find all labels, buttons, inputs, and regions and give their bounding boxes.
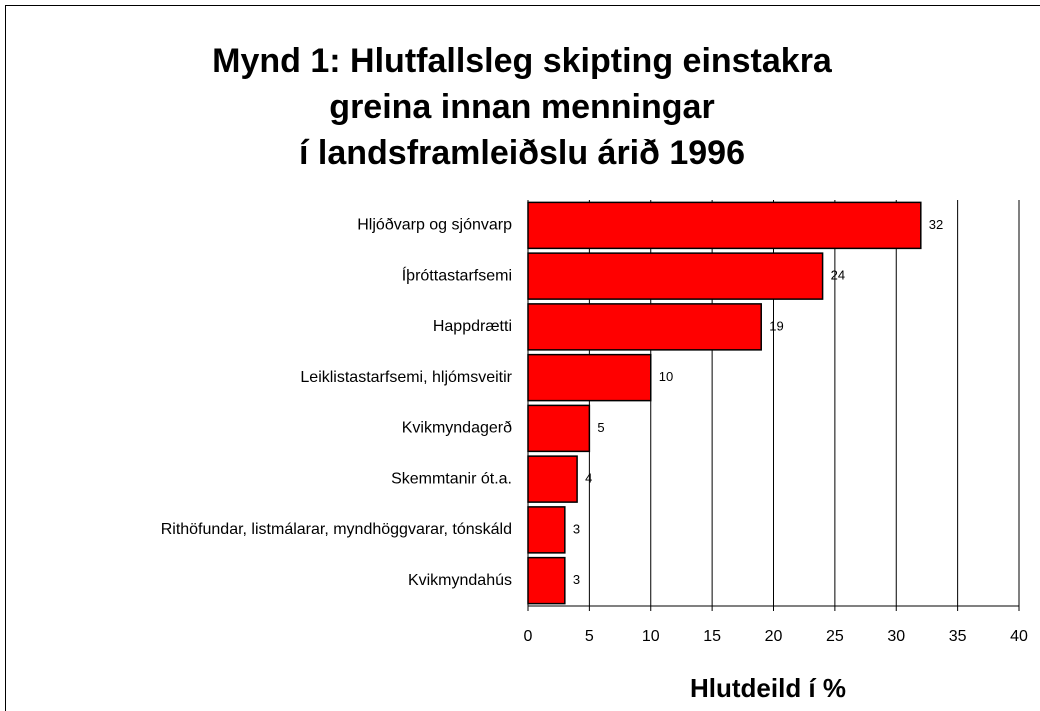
data-label: 4 — [585, 471, 592, 486]
x-tick-label: 5 — [585, 628, 594, 645]
x-tick-label: 15 — [703, 628, 721, 645]
y-tick-label: Kvikmyndagerð — [402, 420, 512, 437]
bar — [527, 201, 922, 250]
bar — [527, 353, 652, 402]
data-label: 24 — [831, 268, 845, 283]
y-tick-label: Kvikmyndahús — [408, 572, 512, 589]
y-tick-label: Leiklistastarfsemi, hljómsveitir — [300, 369, 512, 386]
bar — [527, 252, 824, 300]
x-tick-label: 30 — [887, 628, 905, 645]
bar — [527, 455, 578, 503]
x-tick-label: 35 — [949, 628, 967, 645]
y-tick-label: Happdrætti — [433, 318, 512, 335]
data-label: 3 — [573, 521, 580, 536]
x-tick-label: 40 — [1010, 628, 1028, 645]
chart-frame — [5, 5, 1040, 711]
data-label: 5 — [597, 420, 604, 435]
y-tick-label: Rithöfundar, listmálarar, myndhöggvarar,… — [161, 521, 512, 538]
data-label: 3 — [573, 572, 580, 587]
x-tick-label: 20 — [765, 628, 783, 645]
x-tick-label: 0 — [524, 628, 533, 645]
data-label: 19 — [769, 318, 783, 333]
bar — [527, 556, 566, 605]
x-tick-label: 25 — [826, 628, 844, 645]
bar — [527, 303, 762, 351]
data-label: 32 — [929, 217, 943, 232]
y-tick-label: Skemmtanir ót.a. — [391, 470, 512, 487]
bar — [527, 404, 591, 453]
chart-title: í landsframleiðslu árið 1996 — [299, 134, 745, 172]
chart-title: greina innan menningar — [329, 88, 714, 126]
bar — [527, 506, 566, 554]
x-tick-label: 10 — [642, 628, 660, 645]
y-tick-label: Hljóðvarp og sjónvarp — [357, 217, 512, 234]
x-axis-label: Hlutdeild í % — [690, 673, 846, 703]
chart-title: Mynd 1: Hlutfallsleg skipting einstakra — [212, 42, 833, 80]
data-label: 10 — [659, 369, 673, 384]
y-tick-label: Íþróttastarfsemi — [402, 265, 512, 284]
